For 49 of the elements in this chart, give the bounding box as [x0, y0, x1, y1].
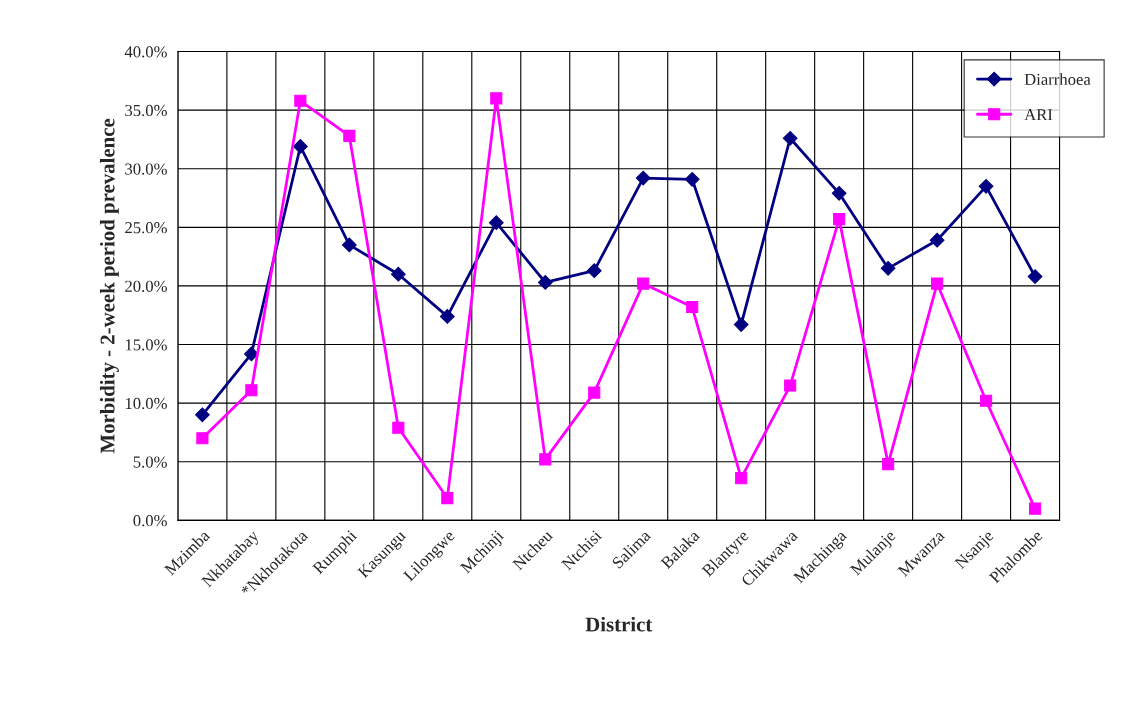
point [343, 129, 356, 142]
point [292, 139, 308, 154]
point [980, 394, 993, 407]
y-tick-label: 0.0% [133, 515, 167, 527]
point [539, 453, 552, 466]
point [245, 384, 258, 397]
y-tick-label: 15.0% [125, 339, 167, 351]
point [735, 472, 748, 485]
point [784, 379, 797, 392]
point [441, 491, 454, 505]
y-tick-label: 40.0% [124, 46, 167, 58]
point [490, 92, 503, 105]
point [537, 275, 553, 290]
point [341, 237, 357, 253]
y-tick-label: 20.0% [125, 280, 167, 292]
point [831, 185, 847, 201]
point [782, 130, 798, 146]
point [882, 457, 895, 471]
point [880, 260, 896, 276]
y-tick-label: 10.0% [125, 397, 167, 410]
point [488, 215, 504, 231]
point [294, 94, 307, 107]
point [833, 213, 846, 226]
point [733, 317, 749, 332]
point [635, 170, 651, 186]
point [931, 277, 944, 290]
point [392, 421, 405, 434]
point [586, 263, 602, 279]
legend-label: ARI [1024, 109, 1053, 121]
point [243, 346, 259, 362]
point [1027, 269, 1043, 284]
point [196, 432, 209, 445]
point [929, 232, 945, 248]
y-tick-label: 35.0% [125, 104, 167, 117]
x-axis-title: District [585, 616, 653, 632]
y-tick-label: 25.0% [125, 222, 167, 234]
point [439, 309, 455, 324]
point [1029, 502, 1042, 515]
point [195, 407, 210, 423]
point [978, 178, 994, 194]
y-axis-title: Morbidity - 2-week period prevalence [99, 118, 119, 454]
point [637, 277, 650, 290]
point [390, 266, 406, 282]
legend-label: Diarrhoea [1024, 73, 1091, 86]
point [588, 386, 601, 399]
y-tick-label: 5.0% [133, 456, 167, 468]
point [684, 171, 700, 187]
y-tick-label: 30.0% [125, 163, 167, 175]
point [686, 300, 699, 314]
